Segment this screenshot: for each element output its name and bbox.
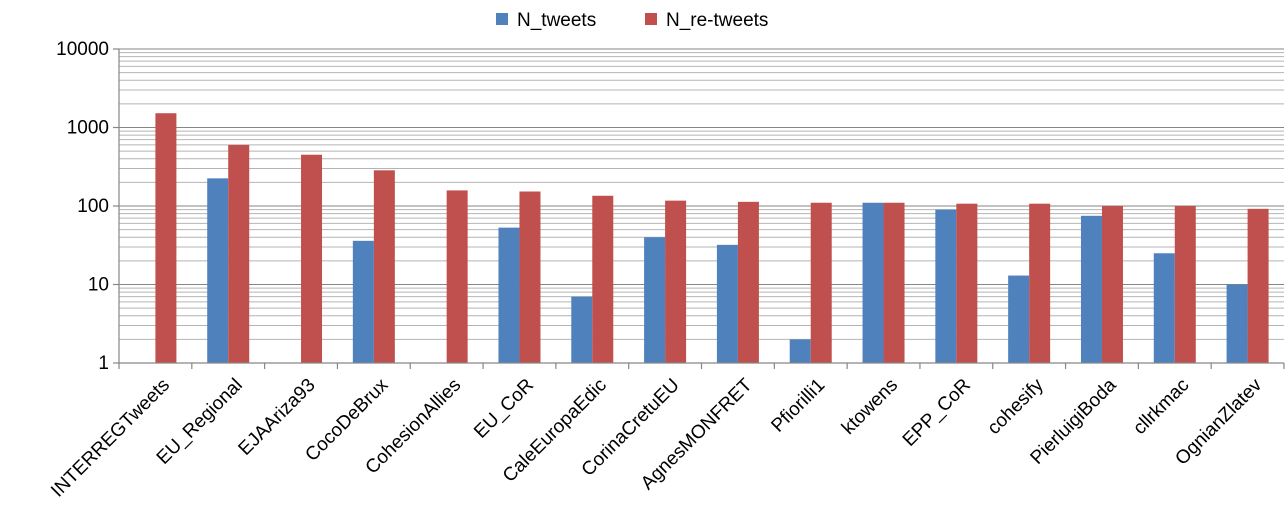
legend-swatch-N_re-tweets: [645, 13, 657, 25]
bar-N_re-tweets-CocoDeBrux: [373, 170, 395, 363]
bar-N_tweets-ktowens: [862, 202, 884, 363]
y-tick-label: 100: [77, 196, 109, 217]
bar-N_tweets-OgnianZlatev: [1226, 284, 1248, 363]
bar-N_re-tweets-Pfiorilli1: [810, 202, 832, 363]
bar-N_re-tweets-EJAAriza93: [301, 154, 323, 363]
bar-N_re-tweets-cllrkmac: [1174, 206, 1196, 363]
bar-N_re-tweets-CohesionAllies: [446, 190, 468, 363]
bar-N_tweets-cllrkmac: [1153, 253, 1175, 363]
x-axis-labels: INTERREGTweetsEU_RegionalEJAAriza93CocoD…: [47, 374, 1266, 501]
bar-N_tweets-CaleEuropaEdic: [571, 296, 593, 363]
y-tick-label: 10000: [56, 39, 109, 60]
bar-N_re-tweets-EU_CoR: [519, 191, 541, 363]
y-axis-ticks: 1 10 100 1000 10000: [56, 39, 109, 374]
y-tick-label: 10: [88, 275, 109, 296]
legend-label-N_re-tweets: N_re-tweets: [666, 10, 768, 31]
x-category-label: cohesify: [984, 374, 1048, 438]
bar-N_tweets-EU_Regional: [207, 178, 229, 363]
bar-N_re-tweets-CorinaCretuEU: [665, 200, 687, 363]
bar-N_re-tweets-EPP_CoR: [956, 203, 978, 363]
bar-N_re-tweets-OgnianZlatev: [1247, 208, 1269, 363]
legend-swatch-N_tweets: [496, 13, 508, 25]
bar-N_tweets-cohesify: [1008, 275, 1030, 363]
bars: [155, 113, 1269, 363]
axes: [113, 48, 1285, 369]
bar-N_tweets-EPP_CoR: [935, 209, 957, 363]
bar-N_tweets-Pfiorilli1: [789, 339, 811, 363]
bar-N_tweets-EU_CoR: [498, 227, 520, 363]
x-category-label: EPP_CoR: [899, 375, 975, 451]
x-category-label: Pfiorilli1: [767, 375, 829, 437]
bar-N_re-tweets-ktowens: [883, 202, 905, 363]
bar-N_re-tweets-EU_Regional: [228, 144, 250, 363]
legend: N_tweets N_re-tweets: [496, 10, 768, 31]
bar-N_tweets-AgnesMONFRET: [716, 244, 738, 363]
x-category-label: cllrkmac: [1129, 375, 1193, 439]
bar-N_tweets-CocoDeBrux: [352, 240, 374, 363]
bar-N_tweets-CorinaCretuEU: [644, 237, 666, 363]
x-category-label: EU_CoR: [470, 375, 538, 443]
bar-N_re-tweets-CaleEuropaEdic: [592, 195, 614, 363]
y-tick-label: 1000: [67, 118, 109, 139]
bar-N_re-tweets-PierluigiBoda: [1101, 206, 1123, 363]
bar-N_re-tweets-AgnesMONFRET: [737, 201, 759, 363]
bar-N_tweets-PierluigiBoda: [1080, 215, 1102, 363]
x-category-label: ktowens: [838, 375, 902, 439]
legend-label-N_tweets: N_tweets: [517, 10, 596, 31]
bar-N_re-tweets-INTERREGTweets: [155, 113, 177, 363]
x-category-label: INTERREGTweets: [47, 375, 174, 502]
bar-N_re-tweets-cohesify: [1029, 203, 1051, 363]
y-tick-label: 1: [98, 353, 109, 374]
